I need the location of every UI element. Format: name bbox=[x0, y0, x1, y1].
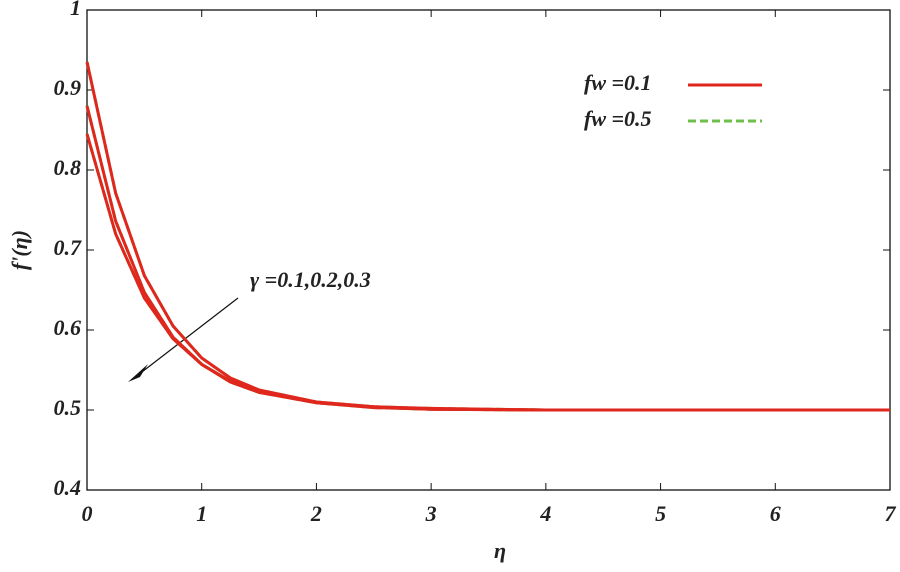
y-tick-label: 0.4 bbox=[54, 475, 82, 500]
y-tick-label: 1 bbox=[70, 0, 81, 20]
x-tick-label: 6 bbox=[770, 501, 781, 526]
y-tick-label: 0.8 bbox=[54, 155, 82, 180]
x-tick-label: 1 bbox=[196, 501, 207, 526]
x-tick-label: 2 bbox=[310, 501, 322, 526]
line-series bbox=[85, 105, 890, 412]
x-tick-label: 5 bbox=[655, 501, 666, 526]
legend-label: fw =0.1 bbox=[584, 70, 652, 95]
plot-frame bbox=[86, 9, 891, 491]
x-tick-label: 4 bbox=[539, 501, 551, 526]
y-tick-label: 0.5 bbox=[54, 395, 82, 420]
y-tick-label: 0.6 bbox=[54, 315, 82, 340]
x-tick-label: 7 bbox=[885, 501, 897, 526]
legend-label: fw =0.5 bbox=[584, 106, 652, 131]
arrow-head bbox=[128, 364, 152, 382]
line-series bbox=[85, 61, 890, 412]
x-tick-label: 0 bbox=[82, 501, 93, 526]
y-axis-label: f'(η) bbox=[7, 230, 32, 270]
annotation: γ =0.1,0.2,0.3 bbox=[250, 267, 371, 292]
line-series bbox=[85, 133, 890, 412]
y-tick-label: 0.9 bbox=[54, 75, 82, 100]
annotation-arrow bbox=[137, 297, 239, 376]
line-series bbox=[85, 61, 890, 412]
y-tick-label: 0.7 bbox=[54, 235, 83, 260]
x-axis-label: η bbox=[494, 538, 506, 563]
line-series bbox=[85, 105, 890, 412]
x-tick-label: 3 bbox=[425, 501, 437, 526]
